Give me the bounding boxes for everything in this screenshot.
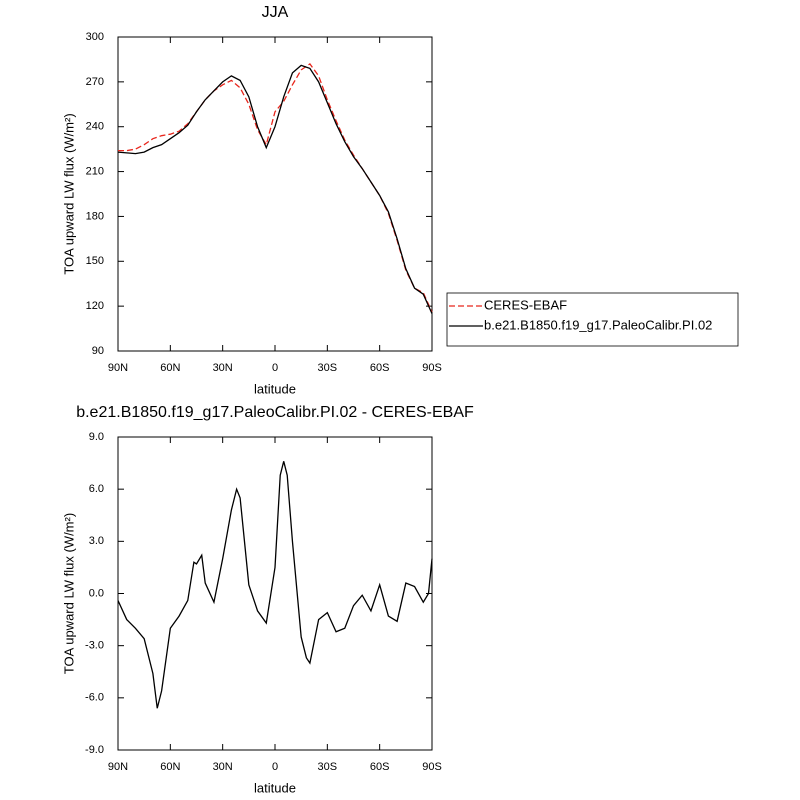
y-tick-label: 6.0 bbox=[89, 483, 104, 495]
data-line bbox=[117, 64, 433, 314]
x-tick-label: 60S bbox=[370, 362, 390, 374]
y-tick-label: 90 bbox=[92, 345, 104, 357]
legend-label: CERES-EBAF bbox=[484, 297, 567, 312]
x-tick-label: 60S bbox=[370, 761, 390, 773]
x-tick-label: 60N bbox=[160, 362, 180, 374]
y-tick-label: 180 bbox=[86, 210, 104, 222]
x-tick-label: 90N bbox=[108, 362, 128, 374]
y-tick-label: 150 bbox=[86, 255, 104, 267]
x-tick-label: 90N bbox=[108, 761, 128, 773]
x-tick-label: 90S bbox=[422, 761, 442, 773]
y-tick-label: 0.0 bbox=[89, 587, 104, 599]
chart-title: b.e21.B1850.f19_g17.PaleoCalibr.PI.02 - … bbox=[76, 404, 474, 421]
legend-box bbox=[446, 292, 739, 347]
legend-label: b.e21.B1850.f19_g17.PaleoCalibr.PI.02 bbox=[484, 317, 712, 332]
data-line bbox=[117, 461, 433, 709]
y-tick-label: 270 bbox=[86, 76, 104, 88]
y-tick-label: -9.0 bbox=[85, 744, 104, 756]
x-tick-label: 30S bbox=[318, 761, 338, 773]
y-tick-label: 120 bbox=[86, 300, 104, 312]
y-tick-label: 300 bbox=[86, 31, 104, 43]
x-tick-label: 30S bbox=[318, 362, 338, 374]
x-axis-label: latitude bbox=[254, 780, 296, 795]
y-tick-label: -3.0 bbox=[85, 640, 104, 652]
x-tick-label: 30N bbox=[213, 761, 233, 773]
y-tick-label: -6.0 bbox=[85, 692, 104, 704]
y-axis-label: TOA upward LW flux (W/m²) bbox=[61, 513, 76, 674]
x-tick-label: 0 bbox=[272, 362, 278, 374]
plot-frame bbox=[117, 436, 433, 751]
y-tick-label: 210 bbox=[86, 165, 104, 177]
y-tick-label: 240 bbox=[86, 121, 104, 133]
x-axis-label: latitude bbox=[254, 381, 296, 396]
x-tick-label: 30N bbox=[213, 362, 233, 374]
chart-title: JJA bbox=[262, 4, 289, 21]
y-axis-label: TOA upward LW flux (W/m²) bbox=[61, 113, 76, 274]
x-tick-label: 0 bbox=[272, 761, 278, 773]
plot-frame bbox=[117, 36, 433, 352]
x-tick-label: 90S bbox=[422, 362, 442, 374]
y-tick-label: 9.0 bbox=[89, 431, 104, 443]
x-tick-label: 60N bbox=[160, 761, 180, 773]
data-line bbox=[118, 63, 433, 313]
y-tick-label: 3.0 bbox=[89, 535, 104, 547]
